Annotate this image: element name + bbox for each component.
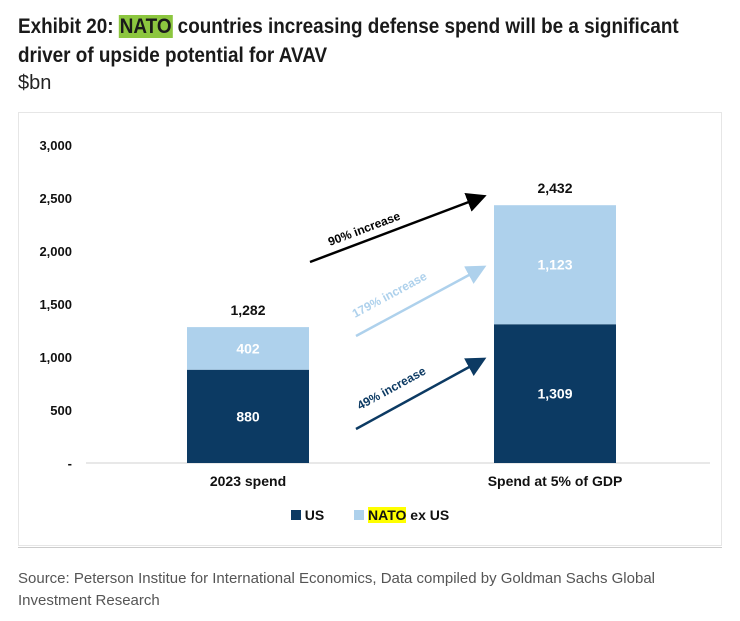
legend-swatch-us — [290, 510, 301, 521]
bar-nato — [494, 205, 616, 325]
bar-us — [187, 369, 309, 463]
data-label: 1,123 — [537, 257, 572, 273]
y-tick-label: 500 — [50, 403, 72, 418]
y-tick-label: 1,000 — [39, 350, 72, 365]
chart-title: Exhibit 20: NATO countries increasing de… — [18, 12, 729, 70]
increase-annotation: 179% increase — [350, 269, 430, 321]
title-prefix: Exhibit 20: — [18, 15, 119, 38]
chart-frame — [18, 112, 722, 546]
bar-us — [494, 324, 616, 463]
y-tick-label: 3,000 — [39, 138, 72, 153]
increase-annotation: 49% increase — [355, 364, 429, 413]
total-label: 2,432 — [537, 180, 572, 196]
source-note: Source: Peterson Institue for Internatio… — [18, 570, 655, 609]
y-tick-label: 2,000 — [39, 244, 72, 259]
legend-label-us: US — [304, 507, 325, 524]
y-tick-label: 1,500 — [39, 297, 72, 312]
legend: US NATO ex US — [0, 506, 740, 524]
increase-arrow — [355, 357, 487, 431]
bar-nato — [187, 327, 309, 370]
title-highlight: NATO — [118, 15, 173, 38]
data-label: 1,309 — [537, 386, 572, 402]
legend-label-nato-highlight: NATO — [368, 507, 407, 524]
legend-swatch-nato — [354, 510, 365, 521]
data-label: 880 — [236, 408, 260, 424]
x-tick-label: Spend at 5% of GDP — [488, 473, 623, 489]
unit-label: $bn — [18, 72, 52, 94]
data-label: 402 — [236, 340, 260, 356]
y-tick-label: 2,500 — [39, 191, 72, 206]
increase-arrow — [355, 265, 487, 338]
total-label: 1,282 — [230, 302, 265, 318]
divider — [18, 547, 722, 548]
legend-label-nato-rest: ex US — [406, 507, 450, 524]
increase-arrow — [309, 192, 487, 264]
y-tick-label: - — [68, 456, 72, 471]
x-tick-label: 2023 spend — [210, 473, 286, 489]
title-rest: countries increasing defense spend will … — [18, 15, 679, 67]
